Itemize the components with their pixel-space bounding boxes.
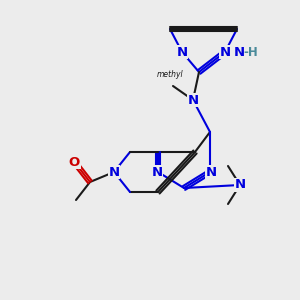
Text: methyl: methyl: [157, 70, 183, 79]
Text: N: N: [188, 94, 199, 106]
Text: N: N: [176, 46, 188, 59]
Text: N: N: [206, 166, 217, 178]
Text: N: N: [234, 178, 246, 191]
Text: O: O: [68, 155, 80, 169]
Text: -H: -H: [243, 46, 258, 59]
Text: N: N: [219, 46, 231, 59]
Text: N: N: [234, 46, 245, 59]
Text: N: N: [152, 166, 163, 178]
Text: N: N: [108, 166, 120, 178]
